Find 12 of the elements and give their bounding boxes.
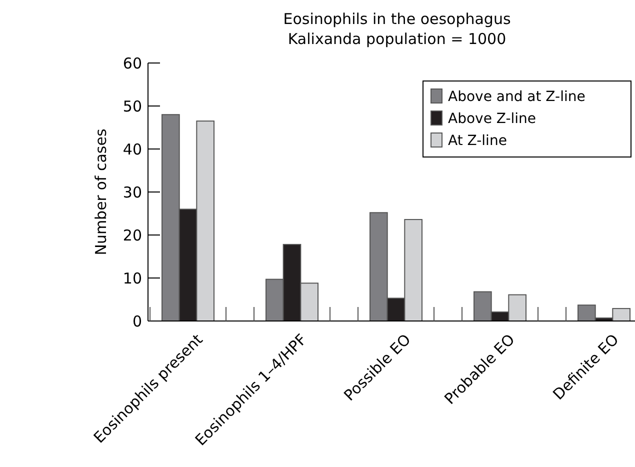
chart-title: Eosinophils in the oesophagus Kalixanda population = 1000 <box>283 10 511 48</box>
y-tick-label: 10 <box>122 269 142 288</box>
y-tick-label: 30 <box>122 183 142 202</box>
legend-label: Above Z-line <box>448 110 536 127</box>
y-axis-title: Number of cases <box>92 128 110 256</box>
legend-label: Above and at Z-line <box>448 88 586 105</box>
y-tick-label: 20 <box>122 226 142 244</box>
y-tick-label: 40 <box>122 140 142 158</box>
y-tick-label: 50 <box>122 97 142 116</box>
y-tick-label: 60 <box>122 54 142 72</box>
legend-label: At Z-line <box>448 132 507 149</box>
y-tick-label: 0 <box>132 312 142 330</box>
